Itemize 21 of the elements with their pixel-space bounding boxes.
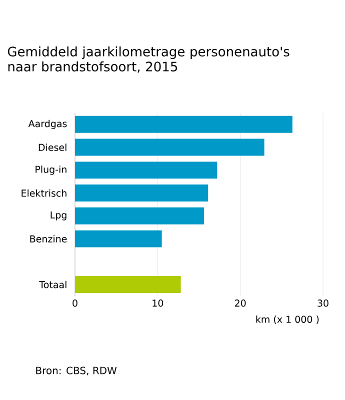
x-tick-label: 20: [234, 300, 246, 307]
y-tick-label: Benzine: [30, 235, 67, 242]
x-tick-label: 30: [318, 300, 328, 307]
bar: [75, 162, 218, 179]
y-tick-label: Totaal: [39, 280, 66, 288]
x-tick-label: 10: [152, 300, 164, 307]
text: Bron: CBS, RDW: [36, 366, 117, 376]
y-tick-label: Diesel: [38, 144, 66, 151]
bar: [75, 207, 204, 224]
y-tick-label: Elektrisch: [22, 189, 66, 197]
x-axis-title: km (x 1 000 ): [256, 316, 319, 324]
bar: [75, 184, 208, 202]
y-tick-label: Plug-in: [36, 166, 66, 175]
bar: [75, 116, 292, 133]
y-tick-label: Lpg: [50, 211, 66, 220]
bar: [75, 230, 162, 248]
bar: [75, 138, 264, 156]
x-tick-label: 0: [72, 300, 78, 307]
chart-title: Gemiddeld jaarkilometrage personenauto's naar brandstofsoort, 2015: [8, 46, 290, 73]
y-tick-label: Aardgas: [28, 120, 67, 130]
bar: [75, 276, 181, 294]
